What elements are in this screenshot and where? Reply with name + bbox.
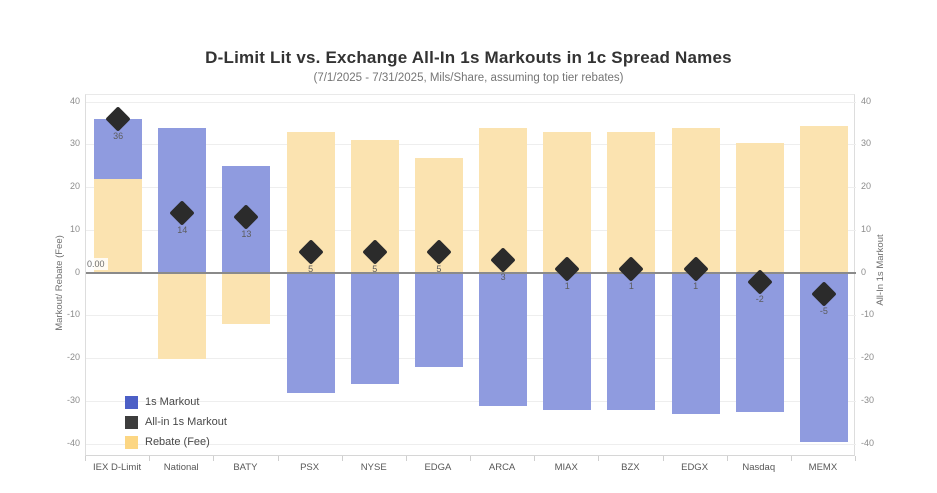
markout-bar[interactable] [286,273,335,393]
markout-bar[interactable] [414,273,463,368]
y-axis-tick-right: -10 [861,309,875,320]
all-in-markout-value: -5 [819,306,828,317]
x-axis-category-label: Nasdaq [742,462,776,473]
gridline [86,229,856,231]
y-axis-tick-left: 30 [69,138,80,149]
x-axis-category-label: MIAX [554,462,578,473]
x-axis-category-label: BZX [621,462,640,473]
y-axis-tick-right: 0 [861,266,867,277]
legend-label: Rebate (Fee) [145,436,210,448]
chart-subtitle: (7/1/2025 - 7/31/2025, Mils/Share, assum… [313,72,624,84]
x-axis-band-tick [726,456,728,461]
y-axis-tick-left: 0 [74,266,80,277]
plot-area: 36 14 13 5 5 5 3 1 1 1 -2 -5 [85,94,856,456]
y-axis-tick-left: -40 [66,437,80,448]
x-axis-category-label: NYSE [360,462,387,473]
rebate-bar[interactable] [222,273,271,325]
y-axis-tick-left: -30 [66,394,80,405]
x-axis-band-tick [470,456,471,461]
y-axis-tick-right: 10 [861,223,872,234]
gridline [86,187,856,188]
y-axis-tick-right: -30 [861,394,875,405]
all-in-markout-value: 3 [500,272,506,283]
x-axis-band-tick [662,456,664,461]
x-axis-category-label: MEMX [808,462,838,473]
x-axis-band-tick [790,456,792,461]
gridline [86,101,856,103]
x-axis-category-label: PSX [300,462,320,473]
legend-label: All-in 1s Markout [145,416,227,428]
rebate-bar[interactable] [799,125,848,273]
gridline [86,400,856,402]
legend-item-all-in-1s-markout[interactable]: All-in 1s Markout [125,412,227,432]
x-axis-category-label: ARCA [488,462,516,473]
all-in-markout-value: 1 [693,280,699,291]
x-axis-band-tick [855,456,856,461]
x-axis-category-label: EDGX [681,462,709,473]
x-axis-band-tick [405,456,407,461]
legend-item-1s-markout[interactable]: 1s Markout [125,392,227,412]
x-axis-band-tick [85,456,86,461]
legend-swatch-all-in-1s-markout [125,415,138,429]
legend-item-rebate-fee[interactable]: Rebate (Fee) [125,432,227,452]
x-axis-band-tick [534,456,536,461]
rebate-bar[interactable] [671,127,720,273]
legend-swatch-1s-markout [125,395,138,409]
all-in-markout-value: 5 [308,263,314,274]
markout-bar[interactable] [735,273,784,412]
y-axis-tick-right: 20 [861,181,872,191]
legend-label: 1s Markout [145,396,200,408]
y-axis-tick-right: 30 [861,138,872,149]
x-axis-category-label: IEX D-Limit [93,462,142,473]
all-in-markout-value: 5 [436,263,442,274]
zero-reference-line [86,272,856,274]
markout-bar[interactable] [671,273,720,415]
y-axis-tick-left: -10 [66,309,80,320]
x-axis-band-tick [149,456,151,461]
x-axis-band-tick [213,456,215,461]
x-axis-category-label: National [163,462,199,473]
y-axis-tick-left: 20 [69,181,80,191]
chart-title: D-Limit Lit vs. Exchange All-In 1s Marko… [205,48,732,67]
y-axis-tick-left: 40 [69,95,80,106]
x-axis-category-label: EDGA [424,462,452,473]
y-axis-tick-right: 40 [861,95,872,106]
legend-swatch-rebate-fee [125,435,138,449]
y-axis-tick-right: -20 [861,352,875,362]
all-in-markout-value: 5 [372,263,378,274]
gridline [86,315,856,317]
rebate-bar[interactable] [735,142,784,273]
all-in-markout-value: 14 [177,225,188,236]
x-axis-band-tick [598,456,600,461]
rebate-bar[interactable] [158,273,207,359]
gridline [86,443,856,445]
legend: 1s Markout All-in 1s Markout Rebate (Fee… [125,392,227,452]
markout-bar[interactable] [350,273,399,385]
markout-bar[interactable] [158,127,207,273]
all-in-markout-value: 1 [628,280,634,291]
markout-bar[interactable] [607,273,656,410]
markout-bar[interactable] [543,273,592,410]
x-axis-band-tick [277,456,279,461]
x-axis-category-label: BATY [233,462,258,473]
y-axis-tick-right: -40 [861,437,875,448]
rebate-bar[interactable] [543,131,592,273]
markout-bar[interactable] [479,273,528,406]
y-axis-tick-left: -20 [66,352,80,362]
gridline [86,144,856,146]
rebate-bar[interactable] [607,131,656,273]
all-in-markout-value: 36 [113,131,124,142]
all-in-markout-value: -2 [755,293,764,304]
zero-reference-label: 0.00 [86,258,108,270]
all-in-markout-value: 1 [564,280,570,291]
y-axis-tick-left: 10 [69,223,80,234]
rebate-bar[interactable] [94,178,143,273]
gridline [86,358,856,359]
x-axis-band-tick [341,456,343,461]
all-in-markout-value: 13 [241,229,252,240]
